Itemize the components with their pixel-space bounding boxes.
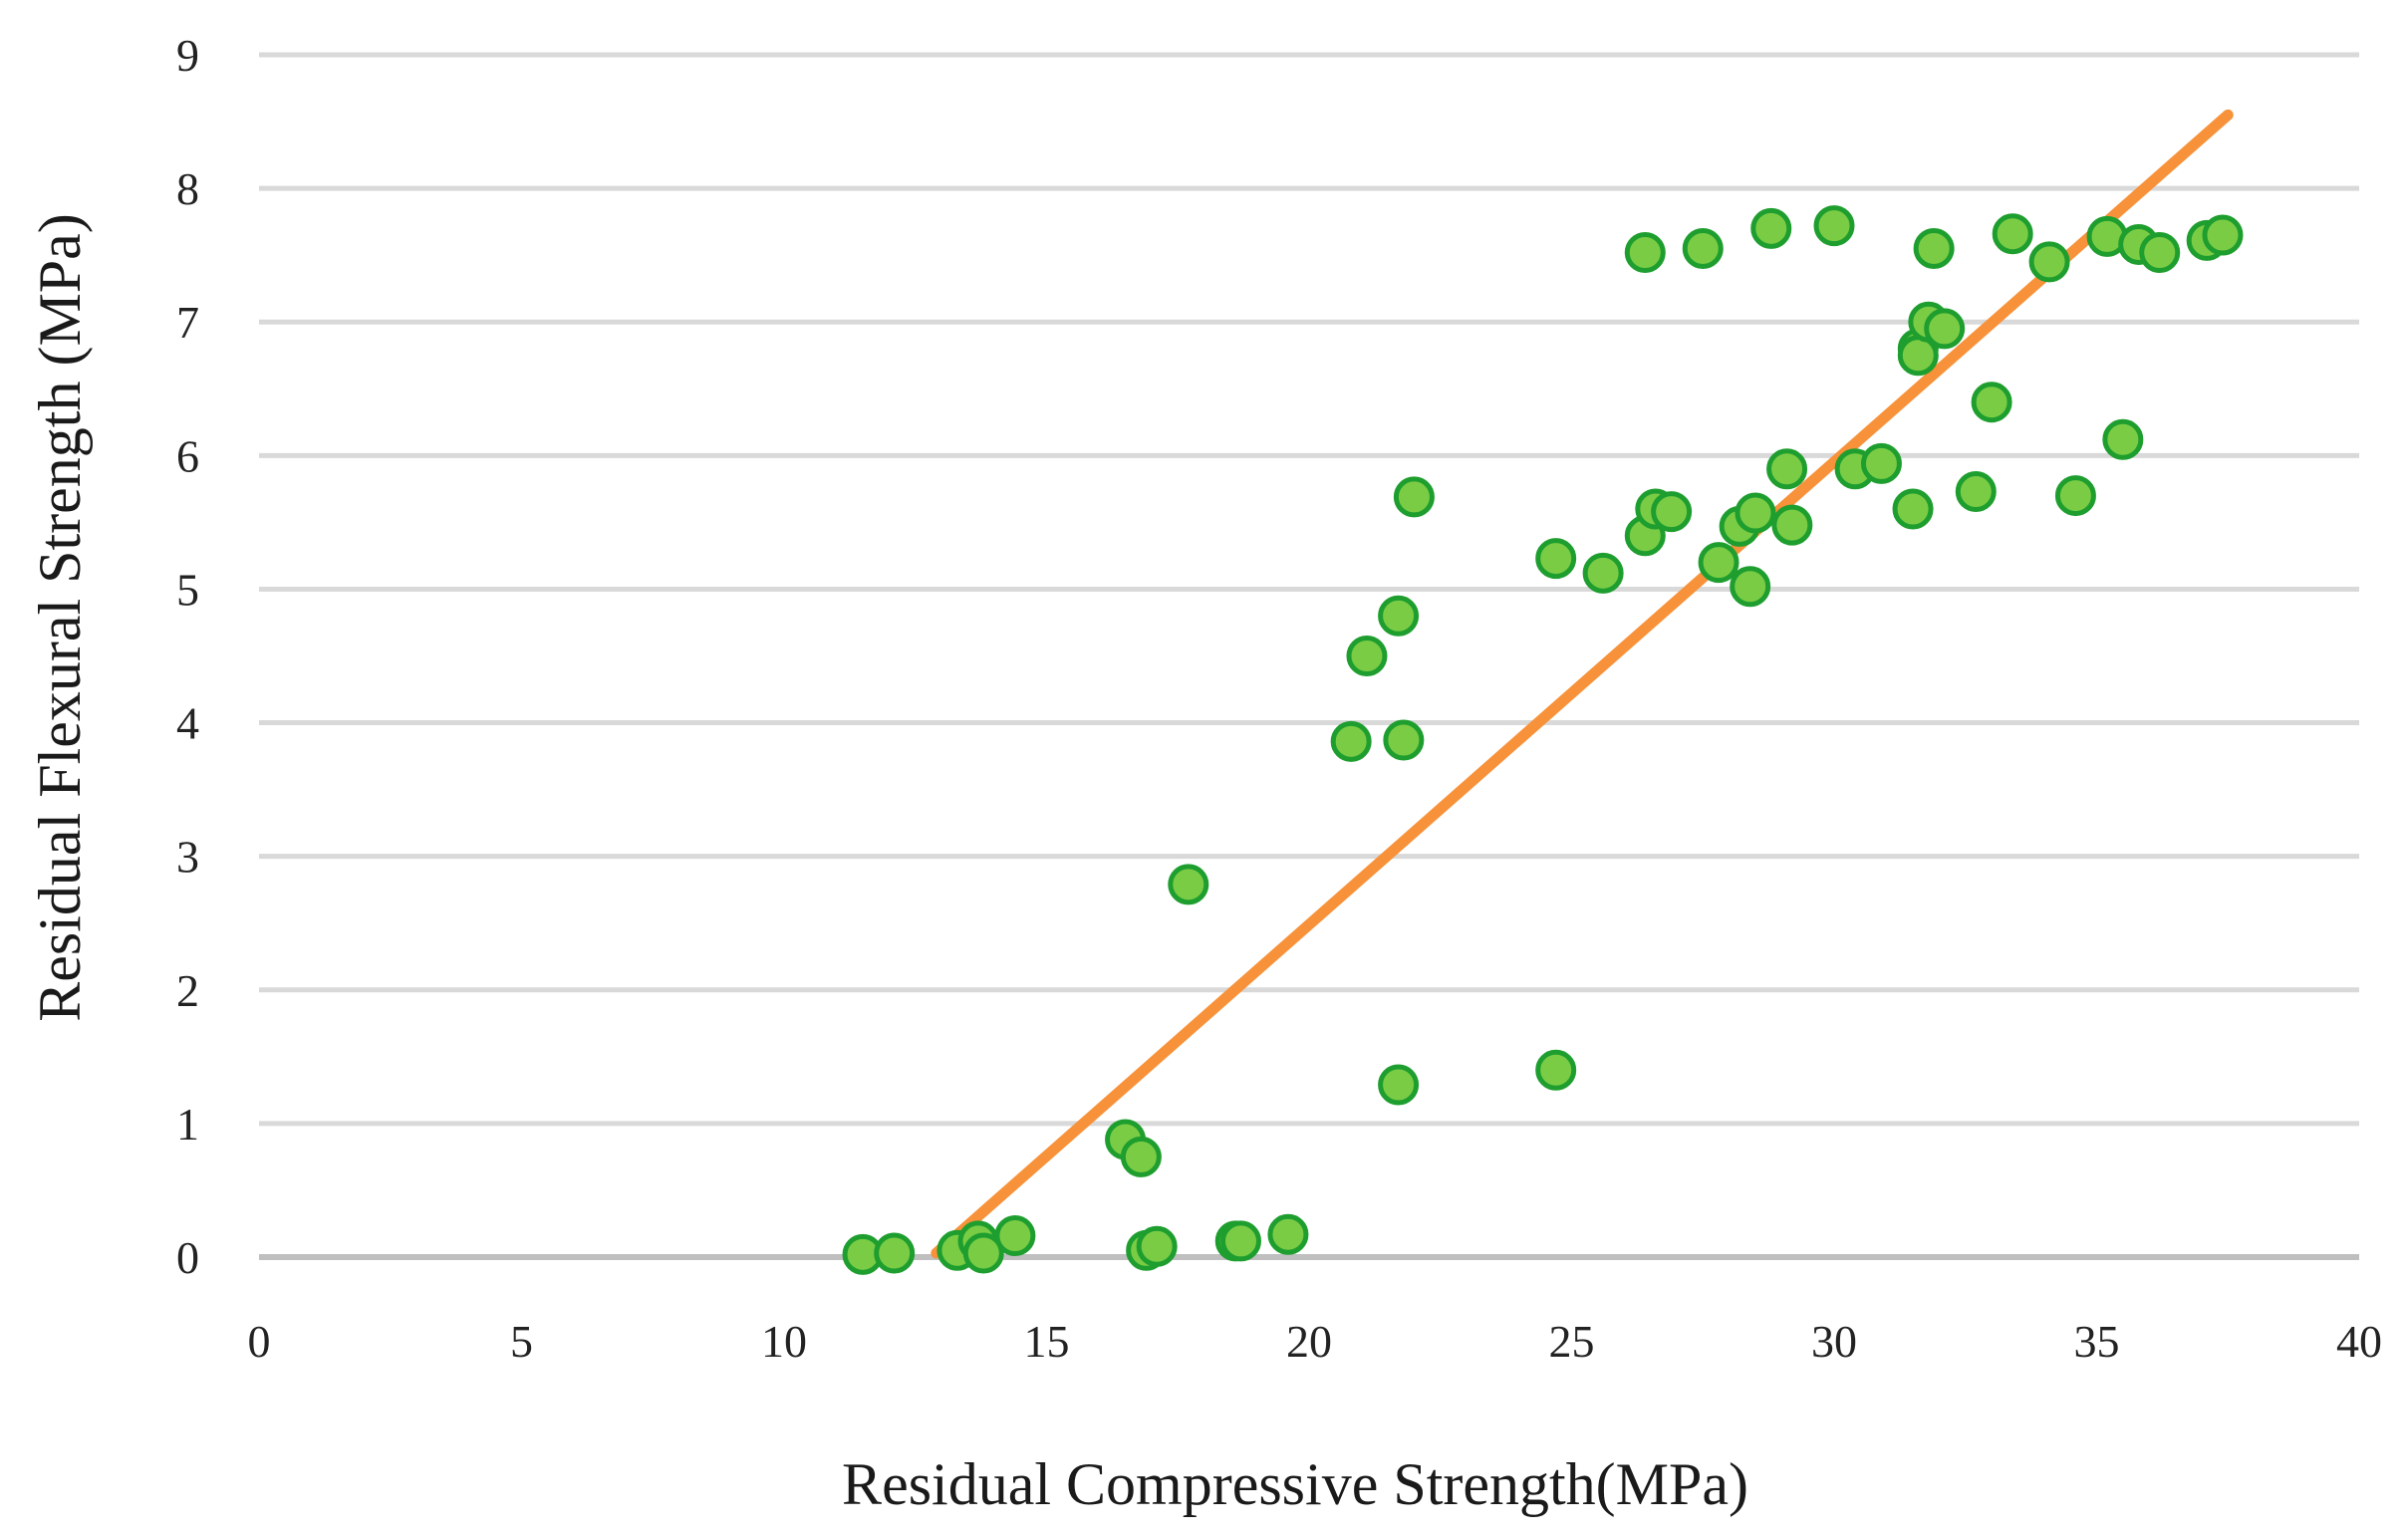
- y-tick-label-9: 9: [176, 30, 199, 81]
- data-point-0-43: [1924, 308, 1966, 350]
- y-tick-label-1: 1: [176, 1099, 199, 1150]
- data-point-0-7: [1120, 1136, 1162, 1177]
- data-point-0-32: [1750, 207, 1792, 249]
- y-tick-label-5: 5: [176, 564, 199, 615]
- data-point-0-33: [1766, 448, 1808, 490]
- y-tick-label-0: 0: [176, 1232, 199, 1283]
- data-point-0-15: [1346, 636, 1388, 676]
- y-tick-label-4: 4: [176, 698, 199, 749]
- data-point-0-9: [1136, 1225, 1178, 1267]
- data-point-0-42: [1913, 227, 1955, 269]
- gridlines: [259, 52, 2359, 1127]
- data-point-0-12: [1219, 1220, 1261, 1262]
- x-tick-label-30: 30: [1811, 1316, 1857, 1367]
- data-point-0-28: [1698, 542, 1739, 584]
- data-point-0-24: [1624, 231, 1666, 273]
- data-point-0-18: [1378, 1064, 1420, 1106]
- x-axis-title: Residual Compressive Strength(MPa): [842, 1451, 1748, 1517]
- x-tick-label-40: 40: [2336, 1316, 2382, 1367]
- data-point-0-10: [1168, 864, 1209, 905]
- data-point-0-50: [2102, 418, 2144, 460]
- x-tick-label-25: 25: [1549, 1316, 1595, 1367]
- x-tick-label-5: 5: [510, 1316, 533, 1367]
- data-point-0-38: [1892, 488, 1934, 530]
- y-tick-label-6: 6: [176, 430, 199, 481]
- y-tick-label-7: 7: [176, 297, 199, 348]
- data-point-0-27: [1682, 227, 1724, 269]
- tick-labels: 0 1 2 3 4 5 6 7 8 9 0 5 10 15 20 25 30 35 40: [176, 30, 2382, 1367]
- y-axis-title: Residual Flexural Strength (MPa): [27, 213, 93, 1022]
- x-tick-label-0: 0: [248, 1316, 271, 1367]
- data-point-0-21: [1535, 1049, 1577, 1091]
- trendline-layer: [931, 109, 2234, 1259]
- data-point-0-19: [1393, 476, 1435, 518]
- data-point-0-30: [1730, 566, 1771, 608]
- x-tick-label-10: 10: [761, 1316, 807, 1367]
- data-point-0-31: [1735, 492, 1776, 534]
- data-point-0-48: [2054, 475, 2096, 517]
- data-point-0-4: [962, 1232, 1004, 1274]
- data-point-0-1: [874, 1232, 916, 1274]
- y-tick-label-2: 2: [176, 965, 199, 1016]
- data-point-0-35: [1813, 205, 1855, 247]
- data-point-0-52: [2139, 231, 2181, 273]
- data-point-0-34: [1771, 504, 1813, 546]
- data-point-0-45: [1971, 382, 2012, 423]
- y-tick-label-8: 8: [176, 163, 199, 214]
- x-tick-label-20: 20: [1286, 1316, 1332, 1367]
- data-point-0-44: [1955, 471, 1997, 513]
- data-point-0-13: [1267, 1213, 1309, 1255]
- data-point-0-20: [1535, 538, 1577, 580]
- data-point-0-46: [1992, 213, 2033, 255]
- data-point-0-16: [1378, 595, 1420, 637]
- data-point-0-37: [1860, 442, 1902, 484]
- data-point-0-5: [994, 1215, 1036, 1257]
- x-tick-label-35: 35: [2074, 1316, 2120, 1367]
- data-points: [842, 205, 2244, 1275]
- data-point-0-17: [1383, 719, 1425, 761]
- y-tick-label-3: 3: [176, 832, 199, 883]
- data-point-0-54: [2202, 214, 2244, 256]
- data-point-0-14: [1330, 720, 1372, 762]
- data-point-0-22: [1582, 552, 1624, 594]
- data-point-0-26: [1651, 491, 1693, 533]
- x-tick-label-15: 15: [1024, 1316, 1070, 1367]
- trendline: [931, 109, 2234, 1259]
- data-point-0-47: [2028, 241, 2070, 283]
